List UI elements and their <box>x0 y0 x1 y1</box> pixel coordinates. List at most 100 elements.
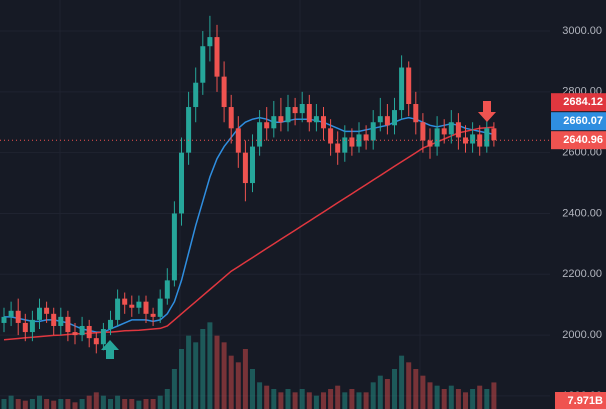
volume-bar <box>143 399 149 409</box>
volume-bar <box>441 389 447 409</box>
volume-bar <box>470 389 476 409</box>
price-tag-label: 2660.07 <box>563 115 603 127</box>
candle-body <box>108 319 113 330</box>
volume-bar <box>328 389 334 409</box>
candle-body <box>221 76 227 108</box>
candle-body <box>455 122 461 138</box>
candle-body <box>157 298 163 317</box>
volume-bar <box>363 392 369 409</box>
volume-bar <box>136 400 142 409</box>
volume-bar <box>413 369 419 409</box>
candle-body <box>427 140 433 147</box>
volume-bar <box>434 385 440 409</box>
candle-body <box>200 46 206 83</box>
volume-bar <box>122 399 128 409</box>
candle-body <box>122 298 128 305</box>
candle-body <box>420 122 426 141</box>
volume-bar <box>448 385 454 409</box>
candle-body <box>29 319 35 333</box>
candle-body <box>150 313 156 317</box>
candle-body <box>292 107 298 114</box>
candle-body <box>58 316 64 326</box>
candle-body <box>186 107 192 153</box>
volume-bar <box>257 382 263 409</box>
volume-bar <box>392 369 397 409</box>
candle-body <box>51 313 57 326</box>
candle-body <box>164 280 170 299</box>
volume-bar <box>370 382 376 409</box>
price-tag <box>551 112 606 131</box>
price-tag-label: 2684.12 <box>563 96 603 108</box>
vertical-grid <box>59 0 421 409</box>
candle-body <box>207 37 213 47</box>
volume-bar <box>321 392 326 409</box>
candle-body <box>477 134 483 147</box>
volume-bar <box>44 399 50 409</box>
candle-body <box>100 329 106 345</box>
candle-body <box>278 116 284 123</box>
candle-body <box>491 128 497 141</box>
candle-body <box>72 332 78 336</box>
volume-bar <box>235 362 241 409</box>
y-tick-label: 3000.00 <box>562 25 602 37</box>
volume-bar <box>29 399 35 409</box>
candle-body <box>363 134 369 141</box>
candle-body <box>448 122 454 135</box>
volume-bar <box>37 395 42 409</box>
volume-bar <box>1 399 7 409</box>
price-tag <box>551 131 606 150</box>
volume-bar <box>129 399 135 409</box>
candle-body <box>179 152 184 214</box>
volume-bar <box>292 392 298 409</box>
candle-body <box>370 122 376 141</box>
volume-bar <box>242 349 248 409</box>
volume-bar <box>72 402 78 409</box>
volume-bar <box>278 392 284 409</box>
candle-body <box>321 116 326 129</box>
volume-bar <box>228 355 234 409</box>
volume-bar <box>51 400 57 409</box>
candle-body <box>250 146 255 184</box>
candle-body <box>434 128 440 147</box>
candle-body <box>171 213 177 281</box>
candle-body <box>356 134 362 147</box>
candle-body <box>384 116 390 126</box>
volume-bar <box>22 400 28 409</box>
volume-bar <box>108 399 113 409</box>
volume-bar <box>384 379 390 409</box>
volume-bar <box>171 369 177 409</box>
y-tick-label: 2000.00 <box>562 329 602 341</box>
volume-bar <box>15 399 21 409</box>
candle-body <box>79 325 85 336</box>
sell-arrow <box>478 101 496 122</box>
volume-bar <box>406 362 412 409</box>
candle-body <box>1 316 7 323</box>
volume-bar <box>179 349 184 409</box>
candle-body <box>406 67 412 104</box>
price-tag-label: 2640.96 <box>563 134 603 146</box>
volume-bar <box>484 389 490 409</box>
y-tick-label: 2200.00 <box>562 268 602 280</box>
volume-bar <box>93 392 99 409</box>
candle-body <box>193 82 199 108</box>
volume-bar <box>150 399 156 409</box>
candle-body <box>228 107 234 129</box>
candle-body <box>441 128 447 135</box>
volume-bar <box>264 385 270 409</box>
candle-body <box>8 310 14 317</box>
volume-bar <box>157 395 163 409</box>
volume-bar <box>250 369 255 409</box>
volume-bar <box>306 392 312 409</box>
y-tick-label: 2600.00 <box>562 147 602 159</box>
volume-bar <box>420 375 426 409</box>
candle-body <box>115 298 121 320</box>
volume-bar <box>271 389 277 409</box>
volume-bar <box>313 395 319 409</box>
candle-body <box>306 103 312 123</box>
candle-body <box>235 128 241 153</box>
volume-bar <box>214 335 220 409</box>
candle-body <box>242 152 248 184</box>
volume-bar <box>349 389 355 409</box>
y-tick-label: 2400.00 <box>562 207 602 219</box>
volume-bar <box>65 399 71 409</box>
